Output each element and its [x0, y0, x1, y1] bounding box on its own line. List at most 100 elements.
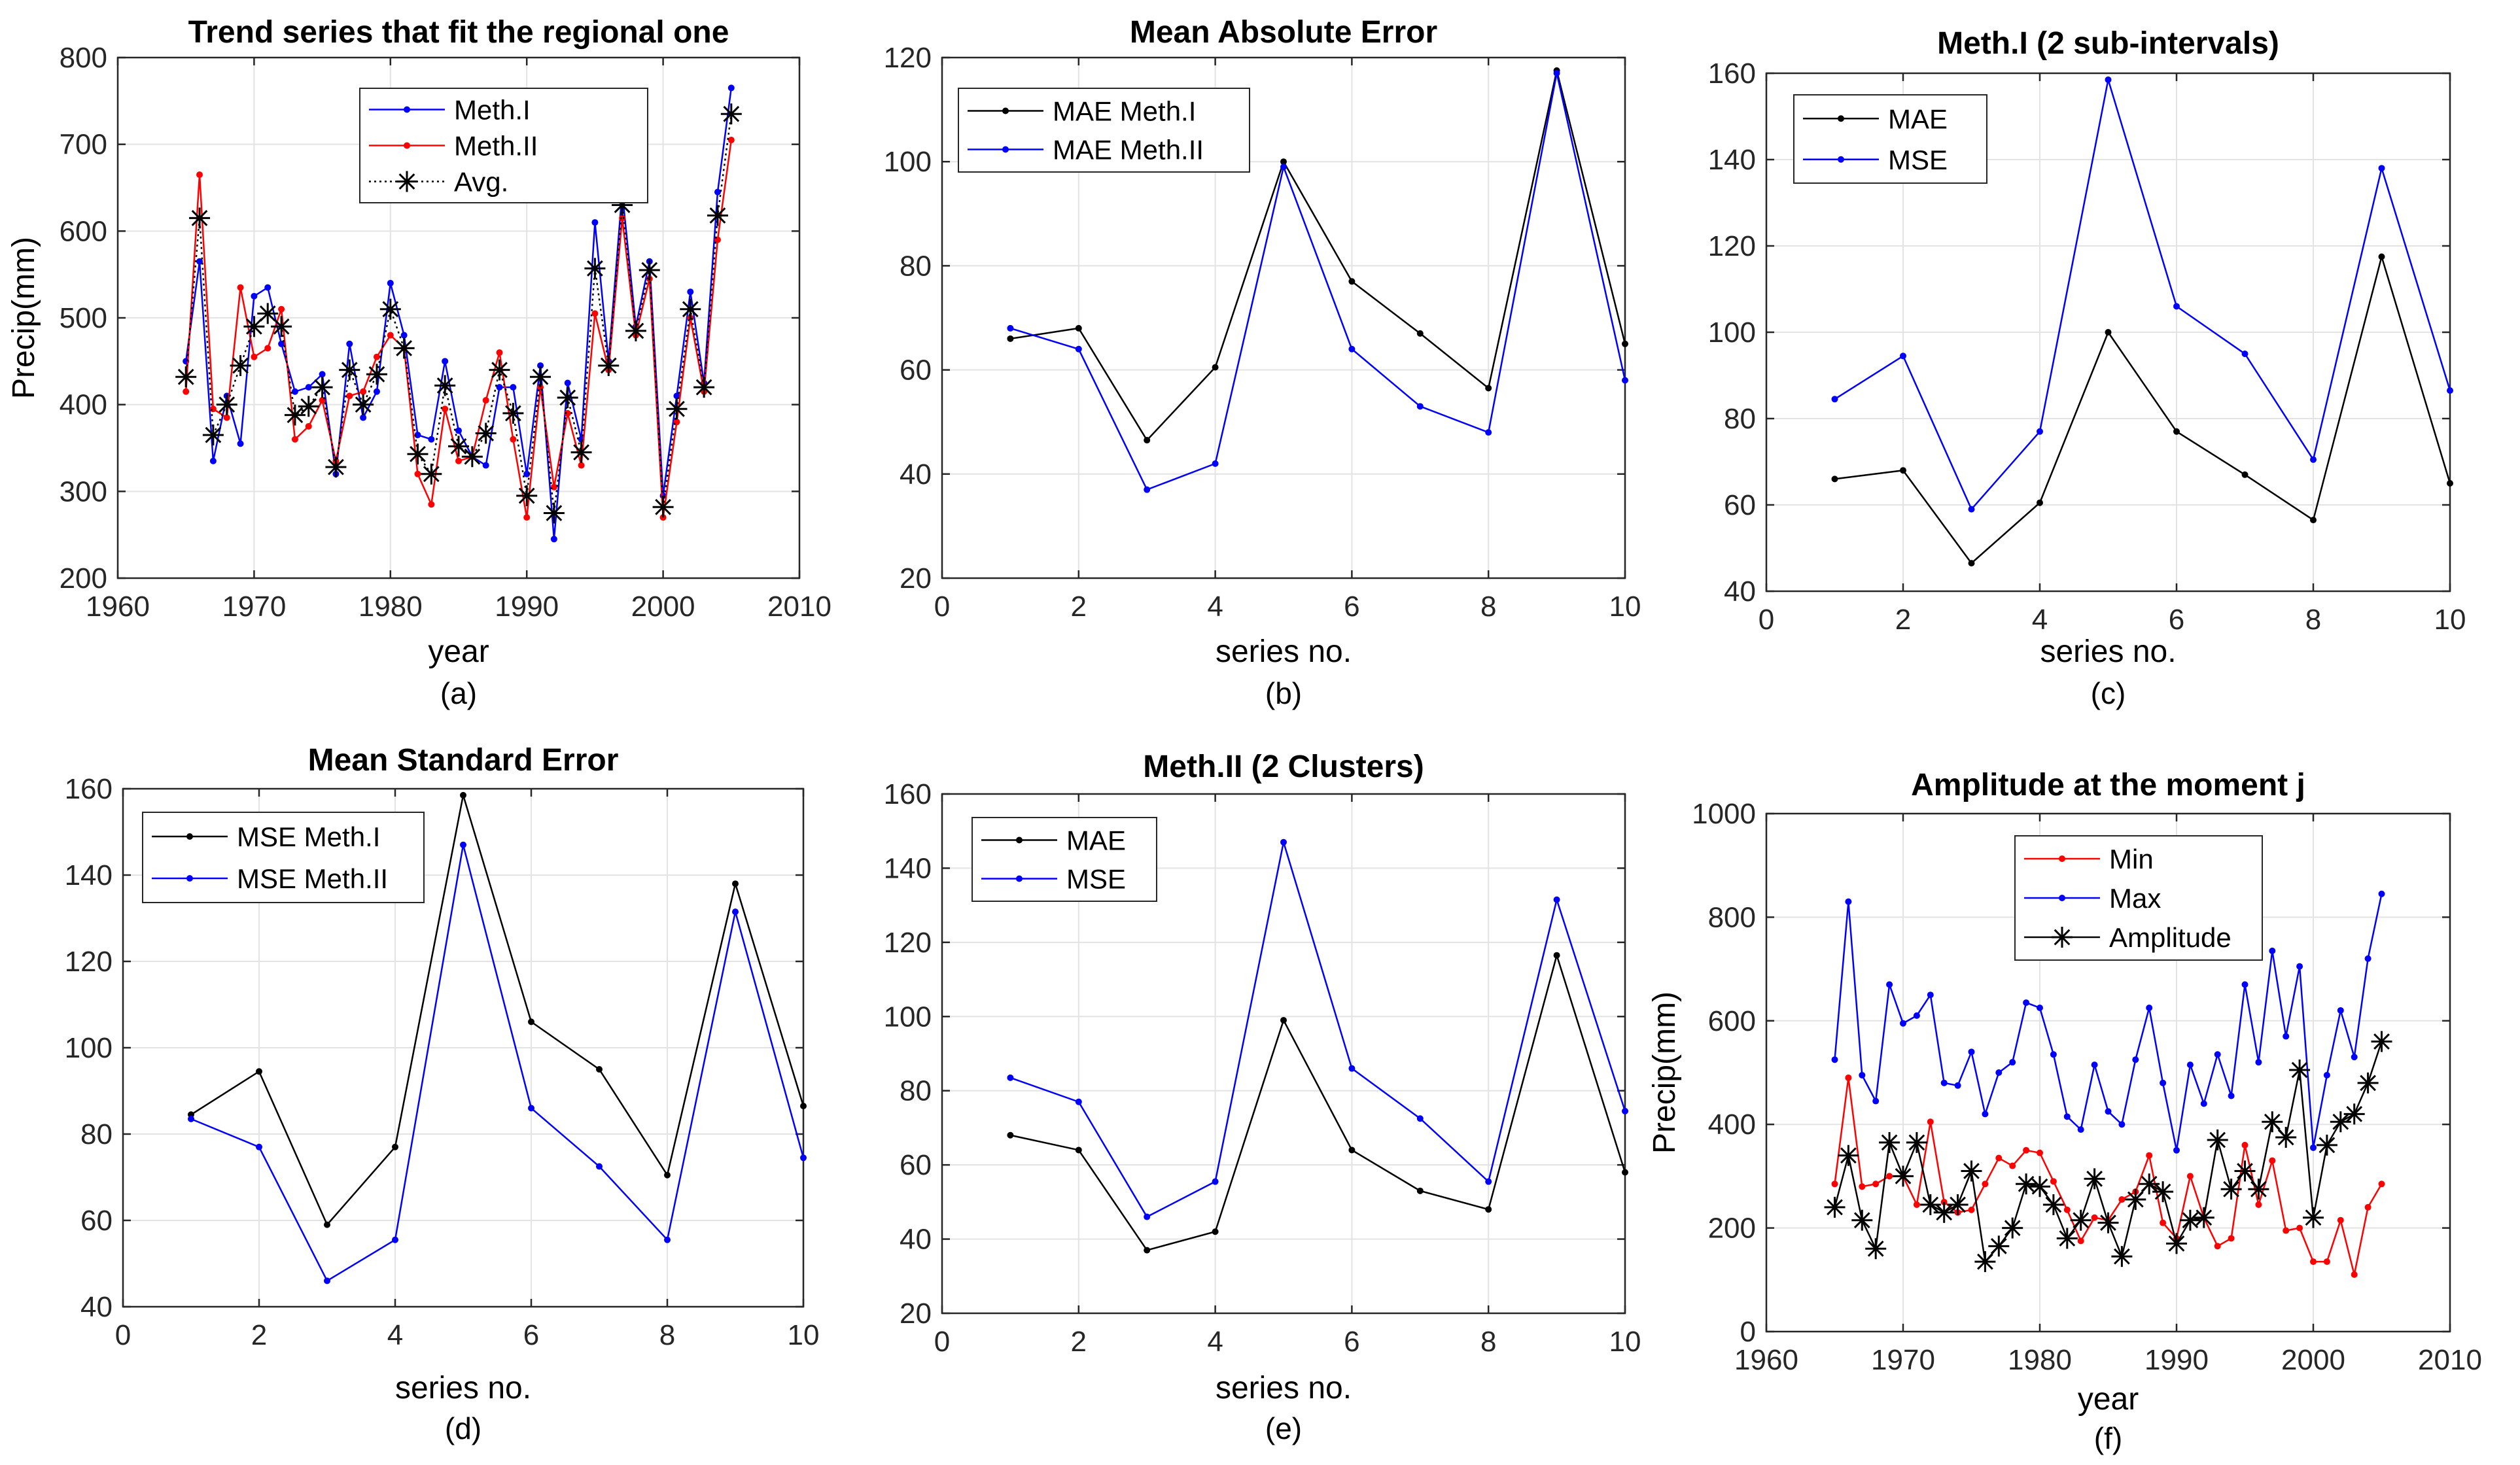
data-point [489, 359, 510, 381]
data-point [564, 379, 571, 387]
data-point [442, 358, 449, 365]
y-tick-label: 800 [60, 42, 107, 74]
data-point [461, 446, 483, 468]
legend-marker [1002, 107, 1009, 114]
data-point [311, 377, 333, 398]
data-point [1947, 1194, 1969, 1215]
star-stroke [682, 301, 699, 318]
x-tick-label: 8 [1480, 1326, 1496, 1358]
data-point [1900, 467, 1906, 474]
legend-entry: Avg. [454, 167, 508, 198]
data-point [1865, 1238, 1887, 1260]
data-point [2337, 1216, 2344, 1224]
data-point [2378, 165, 2385, 172]
data-point [1075, 1146, 1082, 1154]
star-stroke [504, 405, 521, 422]
data-point [305, 384, 312, 391]
data-point [387, 332, 394, 339]
x-tick-label: 2000 [2281, 1344, 2345, 1376]
x-axis-label: year [2078, 1382, 2139, 1417]
star-stroke [1990, 1237, 2007, 1254]
data-point [2214, 1243, 2221, 1250]
data-point [1348, 1146, 1356, 1154]
data-point [1622, 1107, 1628, 1114]
star-stroke [2168, 1235, 2185, 1252]
data-point [1831, 1056, 1838, 1063]
data-point [455, 457, 462, 464]
star-stroke [2054, 929, 2071, 946]
panel-label: (c) [2091, 676, 2126, 710]
data-point [1485, 429, 1492, 436]
data-point [2037, 428, 2043, 435]
data-point [1416, 403, 1424, 410]
legend-marker [2059, 895, 2065, 901]
x-tick-label: 1960 [1734, 1344, 1798, 1376]
x-tick-label: 8 [2305, 604, 2321, 636]
data-point [264, 345, 271, 352]
data-point [1348, 278, 1356, 285]
data-point [256, 1143, 262, 1150]
data-point [1988, 1235, 2010, 1257]
x-axis-label: series no. [2040, 634, 2176, 669]
data-point [482, 462, 489, 469]
panel-label: (f) [2094, 1421, 2122, 1455]
x-tick-label: 6 [1344, 591, 1359, 623]
y-tick-label: 600 [60, 215, 107, 247]
data-point [720, 103, 742, 125]
star-stroke [1936, 1204, 1953, 1221]
data-point [2050, 1178, 2057, 1185]
data-point [516, 485, 538, 506]
data-point [2052, 927, 2073, 948]
x-tick-label: 1980 [2008, 1344, 2072, 1376]
star-stroke [478, 425, 495, 441]
star-stroke [2031, 1178, 2048, 1195]
data-point [400, 332, 408, 339]
legend-entry: MSE Meth.I [237, 821, 380, 852]
star-stroke [287, 407, 304, 423]
data-point [1007, 1074, 1014, 1081]
x-tick-label: 0 [115, 1319, 131, 1351]
series-0 [1007, 952, 1628, 1254]
star-stroke [2059, 1230, 2076, 1247]
data-point [1416, 330, 1424, 337]
data-point [324, 1277, 330, 1284]
data-point [298, 396, 319, 417]
x-tick-label: 2 [1071, 1326, 1087, 1358]
legend: MAE Meth.I MAE Meth.II [958, 88, 1250, 173]
data-point [305, 422, 312, 430]
data-point [2310, 1144, 2317, 1151]
data-point [2160, 1079, 2167, 1086]
data-point [396, 171, 417, 192]
data-point [284, 404, 306, 426]
data-point [800, 1154, 807, 1162]
data-point [2220, 1179, 2242, 1200]
star-stroke [2346, 1105, 2363, 1122]
data-point [557, 387, 578, 409]
star-stroke [1853, 1212, 1870, 1229]
star-stroke [1840, 1147, 1857, 1164]
data-point [550, 483, 557, 491]
data-point [1872, 1097, 1880, 1105]
data-point [2173, 428, 2180, 435]
series-1 [1007, 69, 1628, 493]
data-point [2023, 1146, 2030, 1154]
star-stroke [355, 396, 372, 413]
legend-entry: MAE Meth.II [1053, 135, 1204, 165]
chart-panel-5: 0 2 4 6 8 10 20 40 60 80 100 120 140 160 Meth.II (2 Cl… [884, 750, 1641, 1445]
y-tick-label: 100 [884, 146, 932, 178]
x-tick-label: 10 [1609, 591, 1641, 623]
panel-label: (d) [445, 1411, 481, 1445]
y-tick-label: 140 [884, 852, 932, 884]
legend-entry: Min [2109, 844, 2154, 874]
star-stroke [2319, 1137, 2336, 1154]
data-point [264, 284, 271, 291]
data-point [1995, 1154, 2003, 1162]
data-point [1075, 324, 1082, 332]
data-point [523, 470, 531, 477]
chart-panel-6: 1960 1970 1980 1990 2000 2010 0 200 400 600 800 100… [1647, 768, 2482, 1455]
data-point [1553, 69, 1560, 77]
star-stroke [1950, 1196, 1966, 1213]
series-2 [175, 103, 742, 524]
data-point [528, 1018, 534, 1026]
y-tick-label: 400 [60, 389, 107, 421]
